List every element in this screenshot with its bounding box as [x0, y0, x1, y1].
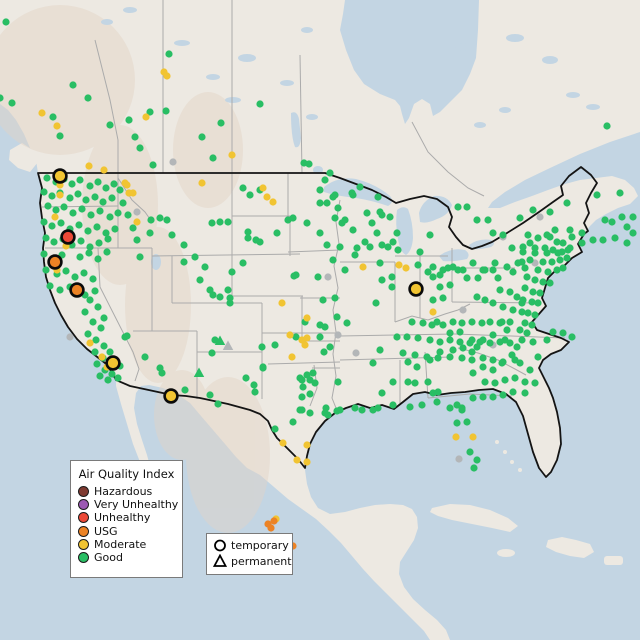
- legend-item-usg: USG: [71, 525, 182, 538]
- legend-item-moderate: Moderate: [71, 538, 182, 551]
- legend-item-unhealthy: Unhealthy: [71, 511, 182, 524]
- state-boundaries: [41, 0, 566, 409]
- usg-swatch-icon: [78, 525, 89, 537]
- aqi-markers-layer: [0, 18, 637, 550]
- very-unhealthy-swatch-icon: [78, 499, 89, 511]
- aqi-legend-title: Air Quality Index: [78, 467, 175, 481]
- lakes: [101, 7, 600, 270]
- station-type-legend: temporary permanent: [206, 533, 293, 575]
- legend-item-very-unhealthy: Very Unhealthy: [71, 498, 182, 511]
- legend-item-good: Good: [71, 551, 182, 564]
- terrain-relief: [0, 5, 270, 533]
- legend-item-permanent: permanent: [213, 553, 292, 569]
- hazardous-swatch-icon: [78, 486, 89, 498]
- us-border: [37, 166, 598, 478]
- permanent-triangle-icon: [213, 554, 227, 567]
- good-swatch-icon: [78, 552, 89, 564]
- legend-item-hazardous: Hazardous: [71, 485, 182, 498]
- moderate-swatch-icon: [78, 538, 89, 550]
- legend-item-temporary: temporary: [213, 537, 292, 553]
- temporary-circle-icon: [214, 539, 226, 552]
- aqi-legend: Air Quality Index Hazardous Very Unhealt…: [70, 460, 183, 578]
- unhealthy-swatch-icon: [78, 512, 89, 524]
